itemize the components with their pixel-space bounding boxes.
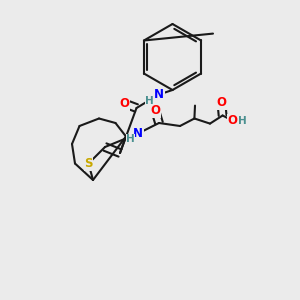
Text: H: H xyxy=(238,116,247,126)
Text: N: N xyxy=(133,127,143,140)
Text: O: O xyxy=(150,104,161,118)
Text: H: H xyxy=(145,96,154,106)
Text: N: N xyxy=(154,88,164,101)
Text: O: O xyxy=(119,97,130,110)
Text: H: H xyxy=(126,134,135,145)
Text: O: O xyxy=(216,96,226,109)
Text: O: O xyxy=(227,114,238,127)
Text: S: S xyxy=(84,157,93,170)
